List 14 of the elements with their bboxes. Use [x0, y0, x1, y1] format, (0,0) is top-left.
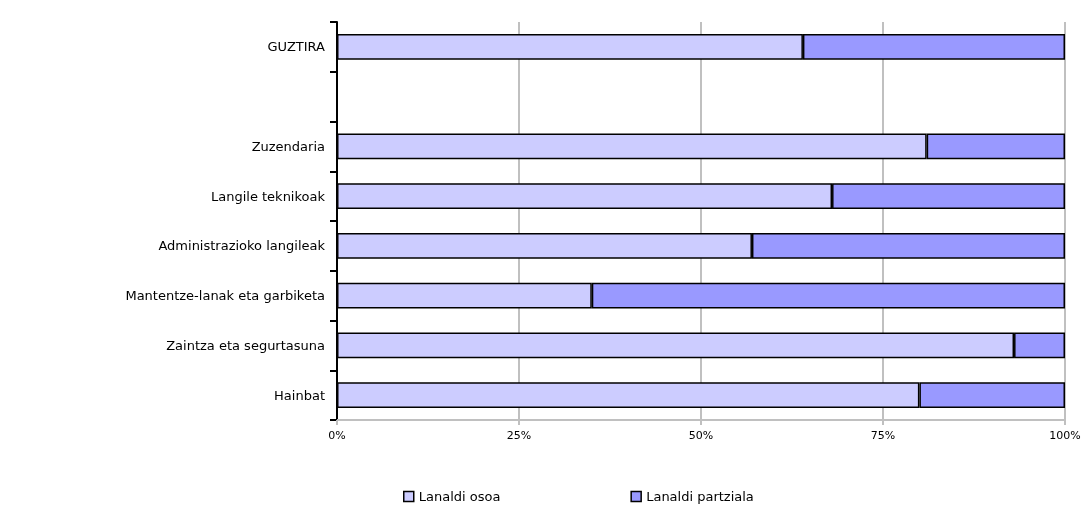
x-tick-label: 0%	[328, 429, 346, 442]
x-tick-label: 50%	[688, 429, 714, 442]
y-tick-label: Zaintza eta segurtasuna	[166, 337, 325, 353]
x-tick-label: 75%	[870, 429, 896, 442]
y-tick-label: Zuzendaria	[251, 138, 325, 154]
legend-label: Lanaldi osoa	[418, 489, 501, 504]
legend-label: Lanaldi partziala	[646, 489, 754, 504]
x-tick-label: 100%	[1049, 429, 1081, 442]
y-tick-label: Langile teknikoak	[210, 188, 326, 204]
y-tick-label: Mantentze-lanak eta garbiketa	[125, 288, 325, 304]
y-tick-label: Hainbat	[274, 387, 325, 403]
x-tick-label: 25%	[506, 429, 532, 442]
y-tick-label: Administrazioko langileak	[158, 238, 326, 254]
y-tick-label: GUZTIRA	[267, 39, 326, 55]
